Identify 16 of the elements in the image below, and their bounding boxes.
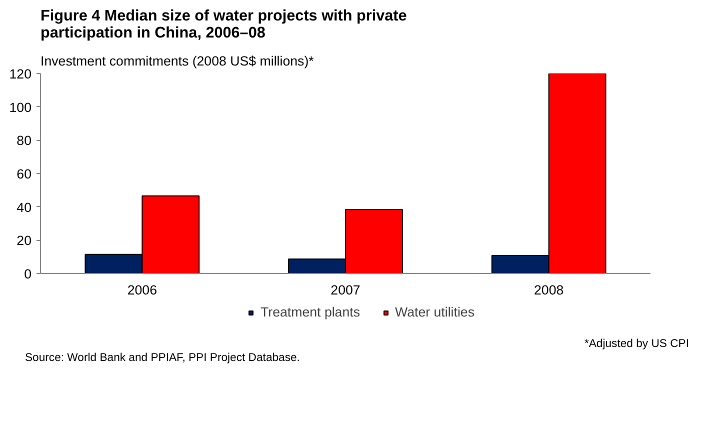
y-tick-label: 120 <box>9 66 32 82</box>
y-tick-label: 0 <box>24 266 32 282</box>
y-tick-label: 100 <box>9 100 32 115</box>
source-note: Source: World Bank and PPIAF, PPI Project Database. <box>25 351 300 366</box>
y-tick-label: 20 <box>16 233 32 248</box>
legend-label: Water utilities <box>395 304 475 320</box>
y-tick-label: 80 <box>16 133 32 148</box>
x-tick-label: 2007 <box>330 282 360 298</box>
legend-label: Treatment plants <box>260 304 360 320</box>
text: *Adjusted by US CPI <box>584 337 689 352</box>
y-tick-label: 60 <box>16 166 32 182</box>
x-tick-label: 2006 <box>127 282 157 298</box>
x-tick-label: 2008 <box>534 282 564 298</box>
y-axis-title: Investment commitments (2008 US$ millions)* <box>40 54 314 68</box>
y-tick-label: 40 <box>16 200 32 215</box>
chart-title: Figure 4 Median size of water projects with private participation in China, 2006–08 <box>40 8 407 42</box>
